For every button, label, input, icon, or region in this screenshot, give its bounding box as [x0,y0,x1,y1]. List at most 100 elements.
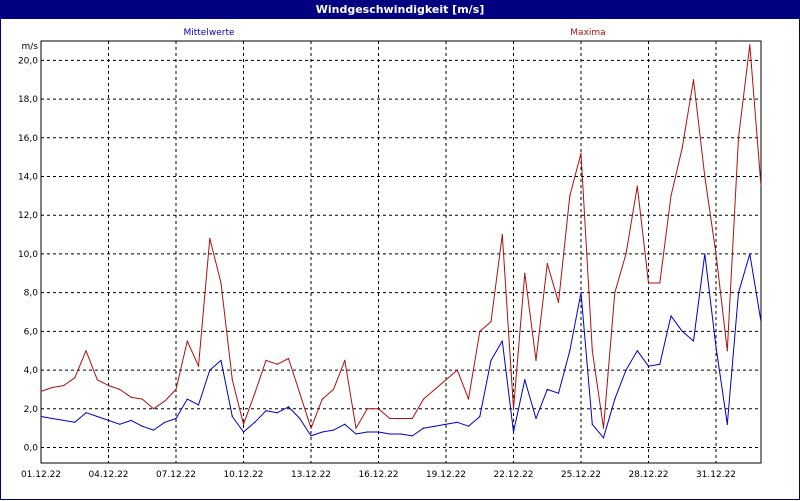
data-point-maxima [400,417,402,420]
data-point-maxima [512,408,515,410]
data-point-maxima [119,388,121,391]
data-point-maxima [749,44,751,46]
data-point-maxima [569,195,571,197]
data-point-mittelwerte [591,423,593,425]
data-point-maxima [231,379,233,381]
data-point-maxima [40,390,42,392]
data-point-mittelwerte [726,423,728,425]
data-point-mittelwerte [524,379,526,381]
x-tick-label: 10.12.22 [223,470,263,480]
data-point-maxima [209,237,211,240]
data-point-mittelwerte [186,398,188,400]
data-point-mittelwerte [681,330,683,332]
data-point-mittelwerte [366,431,368,433]
data-point-maxima [490,321,492,323]
data-point-maxima [107,384,110,387]
data-point-maxima [614,292,616,294]
data-point-maxima [467,398,470,400]
grid [41,41,761,463]
x-tick-label: 07.12.22 [156,470,196,480]
data-point-mittelwerte [422,427,425,429]
data-point-maxima [389,417,391,420]
data-point-mittelwerte [355,433,357,435]
data-point-mittelwerte [737,292,740,294]
data-point-maxima [422,398,425,400]
data-point-mittelwerte [96,415,98,418]
x-tick-label: 19.12.22 [426,470,466,480]
y-tick-label: 20,0 [18,56,38,66]
data-point-mittelwerte [220,359,222,362]
data-point-mittelwerte [501,340,503,342]
x-tick-label: 28.12.22 [628,470,668,480]
data-point-mittelwerte [74,421,76,423]
data-point-maxima [636,185,638,187]
x-tick-label: 22.12.22 [493,470,533,480]
data-point-maxima [332,388,335,391]
data-point-maxima [726,350,728,352]
data-point-maxima [141,398,143,400]
data-point-mittelwerte [175,417,177,420]
data-point-maxima [175,388,177,391]
data-point-maxima [535,359,537,362]
data-point-mittelwerte [265,410,267,412]
y-tick-label: 4,0 [24,366,39,376]
data-point-mittelwerte [490,359,492,362]
data-point-mittelwerte [119,423,121,425]
data-point-mittelwerte [62,419,65,422]
data-point-maxima [276,363,278,365]
data-point-mittelwerte [231,415,233,418]
data-point-mittelwerte [692,340,695,342]
data-point-maxima [186,340,188,342]
x-tick-label: 13.12.22 [291,470,331,480]
legend-maxima: Maxima [570,28,605,38]
data-point-mittelwerte [625,369,627,371]
y-axis-label: m/s [22,42,39,52]
y-tick-label: 0,0 [24,444,39,454]
data-point-maxima [310,427,312,429]
data-point-mittelwerte [546,388,548,391]
data-point-maxima [74,377,76,379]
data-point-maxima [737,137,740,139]
data-point-mittelwerte [535,417,537,420]
data-point-mittelwerte [141,425,143,427]
data-point-mittelwerte [130,419,132,422]
y-tick-label: 6,0 [24,327,39,337]
axes [40,40,762,464]
data-point-maxima [445,379,447,381]
data-point-maxima [524,272,526,274]
data-point-maxima [692,79,695,81]
data-point-mittelwerte [580,292,582,294]
y-tick-label: 2,0 [24,405,39,415]
data-point-mittelwerte [670,315,672,317]
data-point-maxima [591,350,593,352]
data-point-mittelwerte [479,415,481,418]
data-point-maxima [760,185,762,187]
data-point-mittelwerte [715,346,717,348]
data-point-maxima [479,330,481,332]
x-tick-label: 16.12.22 [358,470,398,480]
data-point-maxima [670,195,672,197]
data-point-mittelwerte [512,431,515,433]
data-point-maxima [321,398,323,400]
data-point-mittelwerte [332,429,335,431]
data-point-mittelwerte [636,350,638,352]
data-point-maxima [287,357,290,360]
data-point-maxima [254,392,256,394]
x-tick-label: 31.12.22 [696,470,736,480]
data-point-maxima [501,233,503,236]
data-point-maxima [557,301,560,303]
data-point-mittelwerte [209,369,211,371]
data-point-mittelwerte [51,417,53,420]
x-tick-label: 25.12.22 [561,470,601,480]
data-point-mittelwerte [254,421,256,423]
data-point-mittelwerte [310,435,312,437]
data-point-mittelwerte [749,253,751,255]
data-point-maxima [130,396,132,398]
data-point-maxima [355,427,357,429]
data-point-maxima [411,417,413,420]
data-point-maxima [242,423,245,425]
data-point-mittelwerte [299,417,301,420]
data-point-mittelwerte [557,392,560,394]
data-point-maxima [85,350,87,352]
data-point-mittelwerte [659,363,661,365]
